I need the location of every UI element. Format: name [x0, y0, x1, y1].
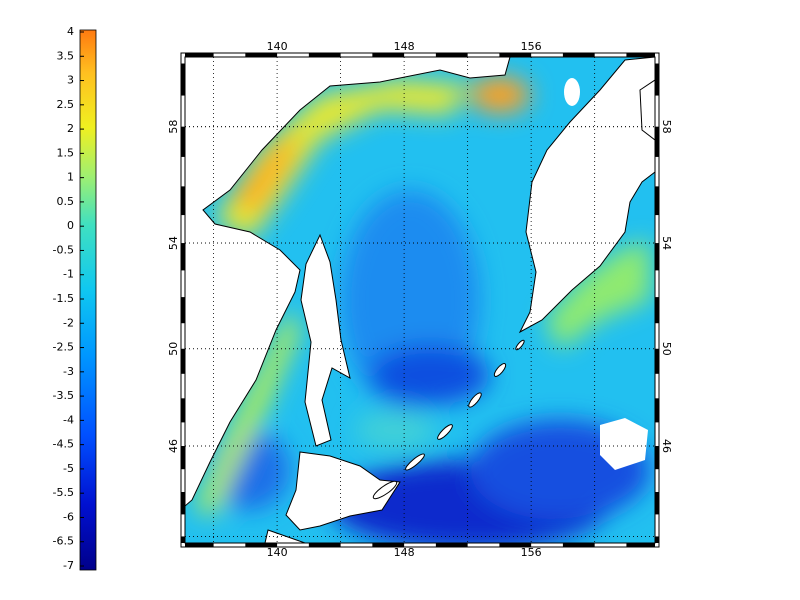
graticule — [185, 57, 655, 543]
border-bar — [372, 543, 405, 547]
border-bar — [435, 53, 468, 57]
border-bar — [308, 543, 341, 547]
lat-tick-label: 50 — [660, 342, 673, 356]
border-bar — [181, 297, 185, 324]
colorbar-tick-label: -3.5 — [53, 389, 74, 402]
lat-tick-label: 46 — [660, 439, 673, 453]
land-northeast — [639, 79, 655, 141]
colorbar-tick-label: 0.5 — [57, 195, 75, 208]
border-bar — [655, 446, 659, 470]
colorbar-tick-label: 1.5 — [57, 146, 75, 159]
lon-tick-label: 148 — [394, 40, 415, 53]
border-bar — [181, 126, 185, 157]
colorbar-tick-label: 3.5 — [57, 49, 75, 62]
border-bar — [181, 446, 185, 470]
border-bar — [562, 53, 595, 57]
lon-tick-label: 140 — [267, 40, 288, 53]
land-kamchatka — [518, 57, 655, 334]
colorbar-tick-label: -1 — [63, 268, 74, 281]
border-bar — [181, 536, 185, 543]
lon-tick-label: 148 — [394, 546, 415, 559]
missing-data — [600, 418, 648, 470]
colorbar-tick-label: -5 — [63, 462, 74, 475]
border-bar — [181, 491, 185, 515]
lat-tick-label: 54 — [660, 236, 673, 250]
missing-data — [564, 78, 580, 106]
border-bar — [655, 186, 659, 216]
colorbar-tick-label: 2.5 — [57, 98, 75, 111]
border-bar — [181, 63, 185, 96]
colorbar-tick-label: 4 — [67, 25, 74, 38]
map-axes: 140 140 148 148 156 156 58 58 54 54 50 50 46 46 — [167, 40, 673, 559]
colorbar-ticks: 4 3.5 3 2.5 2 1.5 1 0.5 0 -0.5 -1 -1.5 -2 -2.5 -3 -3.5 -… — [53, 25, 84, 572]
land-hokkaido — [285, 451, 401, 531]
land-sakhalin — [300, 233, 351, 447]
border-bar — [499, 543, 532, 547]
colorbar-tick-label: -7 — [63, 559, 74, 572]
lat-tick-label: 46 — [167, 439, 180, 453]
colorbar-tick-label: -4 — [63, 413, 74, 426]
lat-tick-label: 50 — [167, 342, 180, 356]
border-bar — [181, 348, 185, 374]
border-bar — [655, 491, 659, 515]
border-bar — [308, 53, 341, 57]
border-bar — [655, 126, 659, 157]
map-field — [185, 57, 655, 543]
border-bar — [626, 543, 655, 547]
border-bar — [245, 53, 278, 57]
colorbar-tick-label: -2.5 — [53, 341, 74, 354]
lon-tick-label: 140 — [267, 546, 288, 559]
border-bar — [655, 297, 659, 324]
colorbar-tick-label: -1.5 — [53, 292, 74, 305]
colorbar-tick-label: 2 — [67, 122, 74, 135]
border-bar — [245, 543, 278, 547]
border-bar — [655, 536, 659, 543]
border-bar — [655, 348, 659, 374]
colorbar-tick-label: -3 — [63, 365, 74, 378]
border-bar — [562, 543, 595, 547]
colorbar-tick-label: -0.5 — [53, 243, 74, 256]
border-bar — [435, 543, 468, 547]
colorbar-tick-label: -5.5 — [53, 486, 74, 499]
colorbar-tick-label: -4.5 — [53, 438, 74, 451]
colorbar — [79, 29, 97, 571]
colorbar-tick-label: -2 — [63, 316, 74, 329]
border-bar — [181, 243, 185, 271]
border-bar — [655, 63, 659, 96]
border-bar — [372, 53, 405, 57]
colorbar-tick-label: 1 — [67, 171, 74, 184]
border-bar — [181, 186, 185, 216]
lat-tick-label: 58 — [167, 120, 180, 134]
border-bar — [185, 543, 214, 547]
lon-tick-label: 156 — [521, 546, 542, 559]
kuril-islands — [372, 339, 525, 500]
colorbar-tick-label: 0 — [67, 219, 74, 232]
border-bar — [499, 53, 532, 57]
border-bar — [655, 398, 659, 423]
border-bar — [185, 53, 214, 57]
border-bar — [181, 398, 185, 423]
border-bar — [655, 243, 659, 271]
lat-tick-label: 54 — [167, 236, 180, 250]
lon-tick-label: 156 — [521, 40, 542, 53]
border-bar — [626, 53, 655, 57]
colorbar-tick-label: 3 — [67, 74, 74, 87]
lat-tick-label: 58 — [660, 120, 673, 134]
colorbar-tick-label: -6.5 — [53, 535, 74, 548]
land-mainland — [185, 57, 511, 507]
colorbar-tick-label: -6 — [63, 510, 74, 523]
